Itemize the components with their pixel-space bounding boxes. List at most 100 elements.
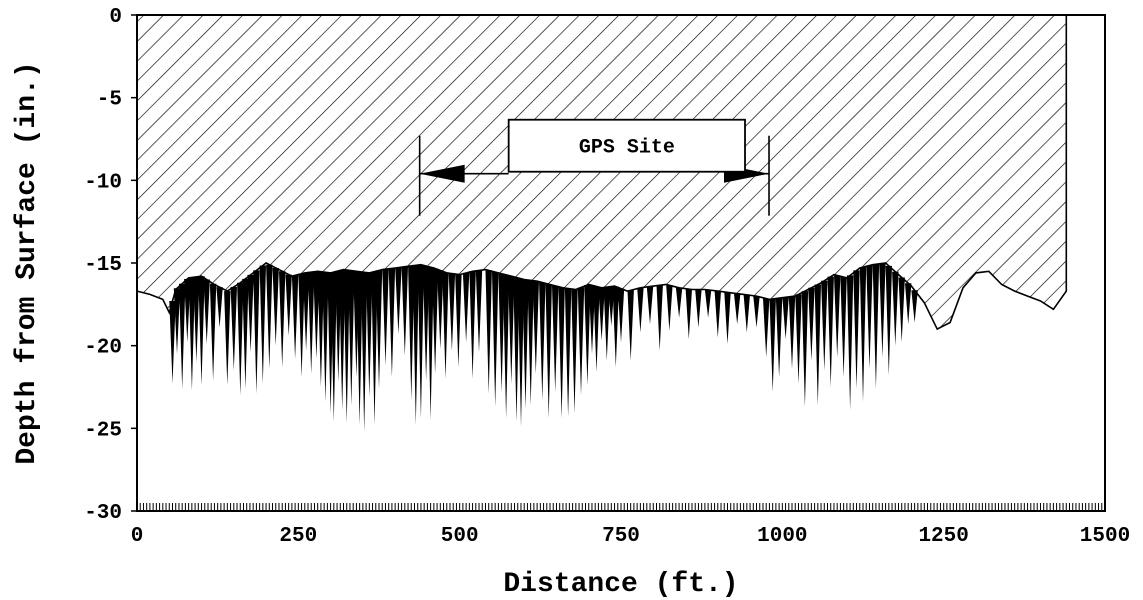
rut-spike	[885, 265, 892, 376]
rut-spike	[412, 265, 419, 425]
rut-spike	[498, 273, 505, 392]
y-tick-label: -10	[84, 171, 122, 194]
rut-spikes	[169, 263, 918, 432]
rut-spike	[448, 273, 456, 351]
rut-spike	[371, 271, 378, 425]
rut-spike	[462, 272, 470, 343]
rut-spike	[259, 265, 266, 384]
rut-spike	[382, 269, 389, 366]
rut-spike	[564, 288, 572, 417]
y-tick-labels: 0 -5 -10 -15 -20 -25 -30	[84, 6, 137, 525]
rut-spike	[203, 279, 210, 344]
y-tick-label: -15	[84, 254, 122, 277]
rut-spike	[198, 276, 205, 386]
rut-spike	[517, 278, 525, 427]
rut-spike	[285, 274, 292, 336]
rut-spike	[577, 287, 585, 396]
rut-spike	[455, 274, 462, 368]
rut-spike	[905, 283, 912, 325]
rut-spike	[775, 298, 783, 378]
rut-spike	[469, 271, 476, 379]
rut-spike	[401, 266, 408, 356]
rut-spike	[253, 270, 260, 394]
rut-spike	[485, 270, 492, 394]
rut-spike	[734, 293, 741, 325]
rut-spike	[617, 288, 625, 343]
rut-spike	[814, 284, 821, 406]
rut-spike	[313, 271, 320, 359]
rut-spike	[348, 270, 355, 406]
rut-spike	[834, 275, 841, 358]
rut-spike	[237, 282, 244, 396]
x-tick-label: 1000	[757, 525, 807, 548]
rut-spike	[527, 280, 534, 406]
rut-spike	[209, 283, 217, 381]
rut-spike	[788, 296, 796, 369]
rut-spike	[558, 287, 565, 419]
rut-spike	[753, 296, 760, 328]
rut-spike	[552, 285, 559, 392]
y-tick-label: -5	[97, 89, 122, 112]
rut-spike	[431, 268, 439, 374]
rut-spike	[298, 273, 305, 378]
rut-spike	[361, 272, 368, 432]
rut-spike	[375, 270, 383, 389]
rut-spike	[637, 287, 644, 333]
rut-spike	[846, 275, 854, 411]
rut-spike	[743, 294, 750, 333]
rut-spike	[892, 271, 899, 346]
rut-spike	[422, 266, 430, 381]
rut-spike	[279, 271, 286, 368]
y-tick-label: 0	[109, 6, 122, 29]
surface-profile-line	[136, 15, 1068, 331]
rut-spike	[272, 268, 279, 346]
x-axis-title: Distance (ft.)	[503, 569, 738, 600]
rut-spike	[704, 289, 712, 318]
rut-spike	[898, 277, 905, 343]
x-tick-labels: 0 250 500 750 1000 1250 1500	[131, 525, 1131, 548]
rut-spike	[230, 287, 237, 371]
rut-spike	[808, 287, 815, 361]
x-tick-label: 1500	[1080, 525, 1130, 548]
rut-spike	[291, 275, 299, 359]
rut-spike	[427, 267, 434, 421]
rut-spike	[322, 272, 329, 402]
rut-spike	[584, 285, 591, 386]
rut-spike	[646, 286, 654, 325]
rut-spike	[475, 270, 483, 353]
rut-spike	[173, 288, 181, 354]
rut-spike	[627, 290, 634, 361]
rut-spike	[513, 277, 520, 422]
rut-spike	[866, 265, 873, 369]
rut-spike	[840, 277, 847, 378]
rut-spike	[612, 286, 619, 368]
rut-spike	[216, 287, 223, 328]
rut-spike	[656, 285, 663, 351]
rut-spike	[188, 277, 196, 391]
rut-spike	[266, 264, 273, 369]
x-tick-label: 750	[602, 525, 640, 548]
rut-spike	[343, 270, 350, 424]
rut-spike	[408, 265, 415, 401]
gps-site-label: GPS Site	[579, 137, 675, 160]
rut-spike	[169, 301, 176, 384]
rut-spike	[388, 268, 396, 378]
rut-spike	[442, 272, 449, 379]
rut-spike	[598, 287, 605, 341]
rut-spike	[247, 274, 254, 353]
rut-spike	[339, 269, 346, 411]
rut-spike	[522, 279, 529, 409]
rut-spike	[417, 264, 425, 419]
rut-spike	[366, 272, 373, 397]
rut-spike	[853, 270, 860, 389]
rut-spike	[330, 272, 337, 422]
rut-spike	[724, 292, 731, 344]
rut-spike	[603, 287, 610, 361]
y-tick-label: -20	[84, 337, 122, 360]
x-tick-label: 0	[131, 525, 144, 548]
rut-spike	[184, 279, 191, 343]
rut-spike	[769, 299, 776, 392]
x-tick-label: 1250	[918, 525, 968, 548]
rut-spike	[666, 285, 673, 331]
